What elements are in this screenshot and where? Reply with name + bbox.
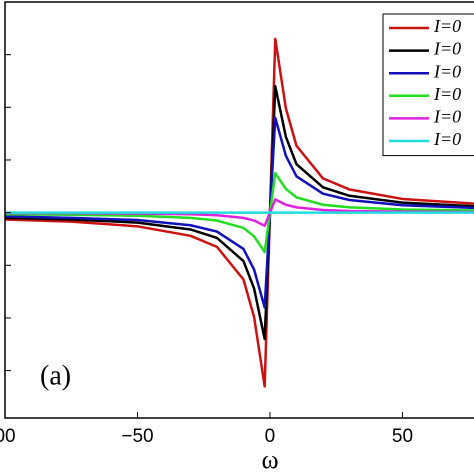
x-tick-label: −50 xyxy=(121,426,153,447)
series-line xyxy=(4,171,474,254)
legend-label: I=0 xyxy=(433,61,461,81)
legend-label: I=0 xyxy=(433,129,461,149)
x-tick-label: 00 xyxy=(0,426,16,447)
legend-box xyxy=(382,13,474,157)
legend-label: I=0 xyxy=(433,107,461,127)
series-line xyxy=(4,116,474,309)
series-line xyxy=(5,198,474,228)
plot-frame xyxy=(4,1,474,419)
x-tick-label: 0 xyxy=(265,426,276,447)
x-tick-label: 50 xyxy=(392,426,413,447)
legend-label: I=0 xyxy=(433,84,461,104)
annotation: (a) xyxy=(40,360,71,391)
legend-label: I=0 xyxy=(433,39,461,59)
x-axis-label: ω xyxy=(261,445,278,474)
legend-label: I=0 xyxy=(433,16,461,36)
